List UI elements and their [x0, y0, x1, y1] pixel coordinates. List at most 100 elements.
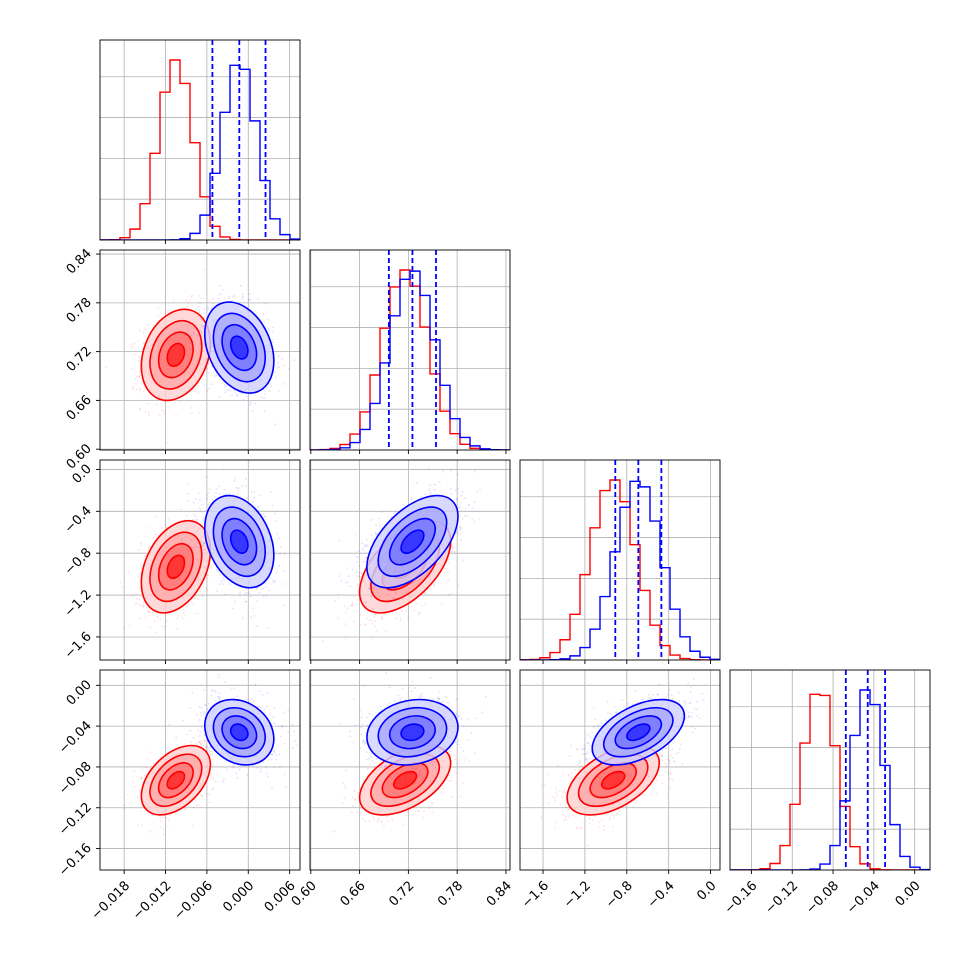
scatter-point [142, 606, 145, 608]
scatter-point [206, 390, 208, 392]
scatter-point [195, 307, 197, 310]
scatter-point [251, 607, 254, 610]
scatter-point [236, 393, 239, 396]
scatter-point [256, 600, 259, 603]
scatter-point [267, 329, 270, 332]
density-fill [230, 530, 248, 554]
scatter-point [193, 333, 195, 336]
scatter-point [278, 565, 281, 567]
scatter-point [277, 537, 280, 540]
scatter-point [133, 342, 136, 345]
contour-line [157, 542, 194, 591]
contour-line [221, 517, 258, 566]
scatter-point [147, 411, 150, 414]
scatter-point [185, 299, 188, 302]
scatter-point [271, 583, 273, 585]
scatter-point [142, 331, 145, 334]
scatter-point [266, 627, 269, 630]
scatter-point [260, 319, 263, 321]
scatter-point [246, 497, 248, 500]
scatter-point [217, 298, 219, 301]
scatter-point [271, 338, 274, 341]
scatter-point [154, 631, 157, 634]
scatter-point [148, 545, 151, 548]
scatter-point [272, 326, 275, 329]
scatter-point [256, 505, 259, 508]
scatter-point [241, 485, 244, 488]
scatter-point [271, 504, 274, 507]
scatter-point [276, 366, 279, 369]
scatter-point [220, 293, 222, 296]
scatter-point [374, 620, 377, 623]
scatter-point [253, 615, 256, 617]
scatter-point [132, 386, 134, 389]
scatter-point [271, 330, 274, 333]
scatter-point [224, 593, 227, 596]
scatter-point [226, 384, 228, 387]
scatter-point [192, 331, 195, 334]
scatter-point [119, 581, 122, 584]
scatter-point [202, 325, 205, 328]
scatter-point [359, 576, 362, 578]
scatter-point [238, 392, 241, 394]
scatter-point [157, 306, 159, 309]
panel-1-0 [105, 268, 296, 444]
scatter-point [218, 396, 221, 399]
scatter-point [139, 407, 141, 410]
scatter-point [187, 301, 190, 304]
scatter-point [192, 501, 195, 504]
scatter-point [186, 483, 189, 486]
scatter-point [229, 389, 232, 392]
scatter-point [270, 385, 272, 388]
scatter-point [241, 297, 244, 300]
scatter-point [199, 499, 201, 501]
scatter-point [147, 414, 150, 416]
scatter-point [192, 518, 195, 521]
scatter-point [250, 402, 253, 405]
scatter-point [279, 553, 282, 555]
scatter-point [234, 477, 237, 480]
scatter-point [192, 604, 195, 606]
scatter-point [262, 595, 265, 598]
scatter-point [139, 617, 142, 620]
scatter-point [138, 355, 140, 358]
scatter-point [134, 382, 137, 385]
scatter-point [371, 607, 374, 610]
scatter-point [375, 630, 378, 633]
scatter-point [265, 387, 268, 389]
scatter-point [250, 616, 252, 619]
scatter-point [287, 368, 290, 370]
scatter-point [283, 553, 286, 556]
scatter-point [199, 508, 202, 511]
scatter-point [196, 333, 199, 336]
scatter-point [234, 392, 237, 394]
scatter-point [187, 603, 190, 605]
scatter-point [274, 520, 277, 523]
scatter-point [237, 487, 240, 489]
scatter-point [337, 596, 340, 599]
scatter-point [257, 505, 260, 508]
scatter-point [365, 623, 368, 626]
scatter-point [282, 383, 284, 385]
scatter-point [142, 604, 145, 607]
scatter-point [201, 504, 204, 506]
scatter-point [182, 611, 185, 614]
scatter-point [261, 588, 264, 590]
scatter-point [158, 414, 161, 417]
scatter-point [440, 602, 443, 605]
panel-2-1 [322, 468, 481, 642]
scatter-point [179, 508, 182, 511]
contour-line [157, 331, 194, 379]
scatter-point [204, 365, 207, 367]
scatter-point [168, 309, 170, 312]
scatter-point [245, 395, 248, 398]
scatter-point [200, 324, 203, 327]
scatter-point [450, 469, 452, 472]
scatter-point [460, 494, 463, 497]
scatter-point [142, 390, 145, 393]
scatter-point [248, 592, 251, 594]
scatter-point [384, 630, 387, 633]
scatter-point [164, 625, 166, 628]
scatter-point [195, 498, 197, 500]
scatter-point [432, 583, 435, 586]
